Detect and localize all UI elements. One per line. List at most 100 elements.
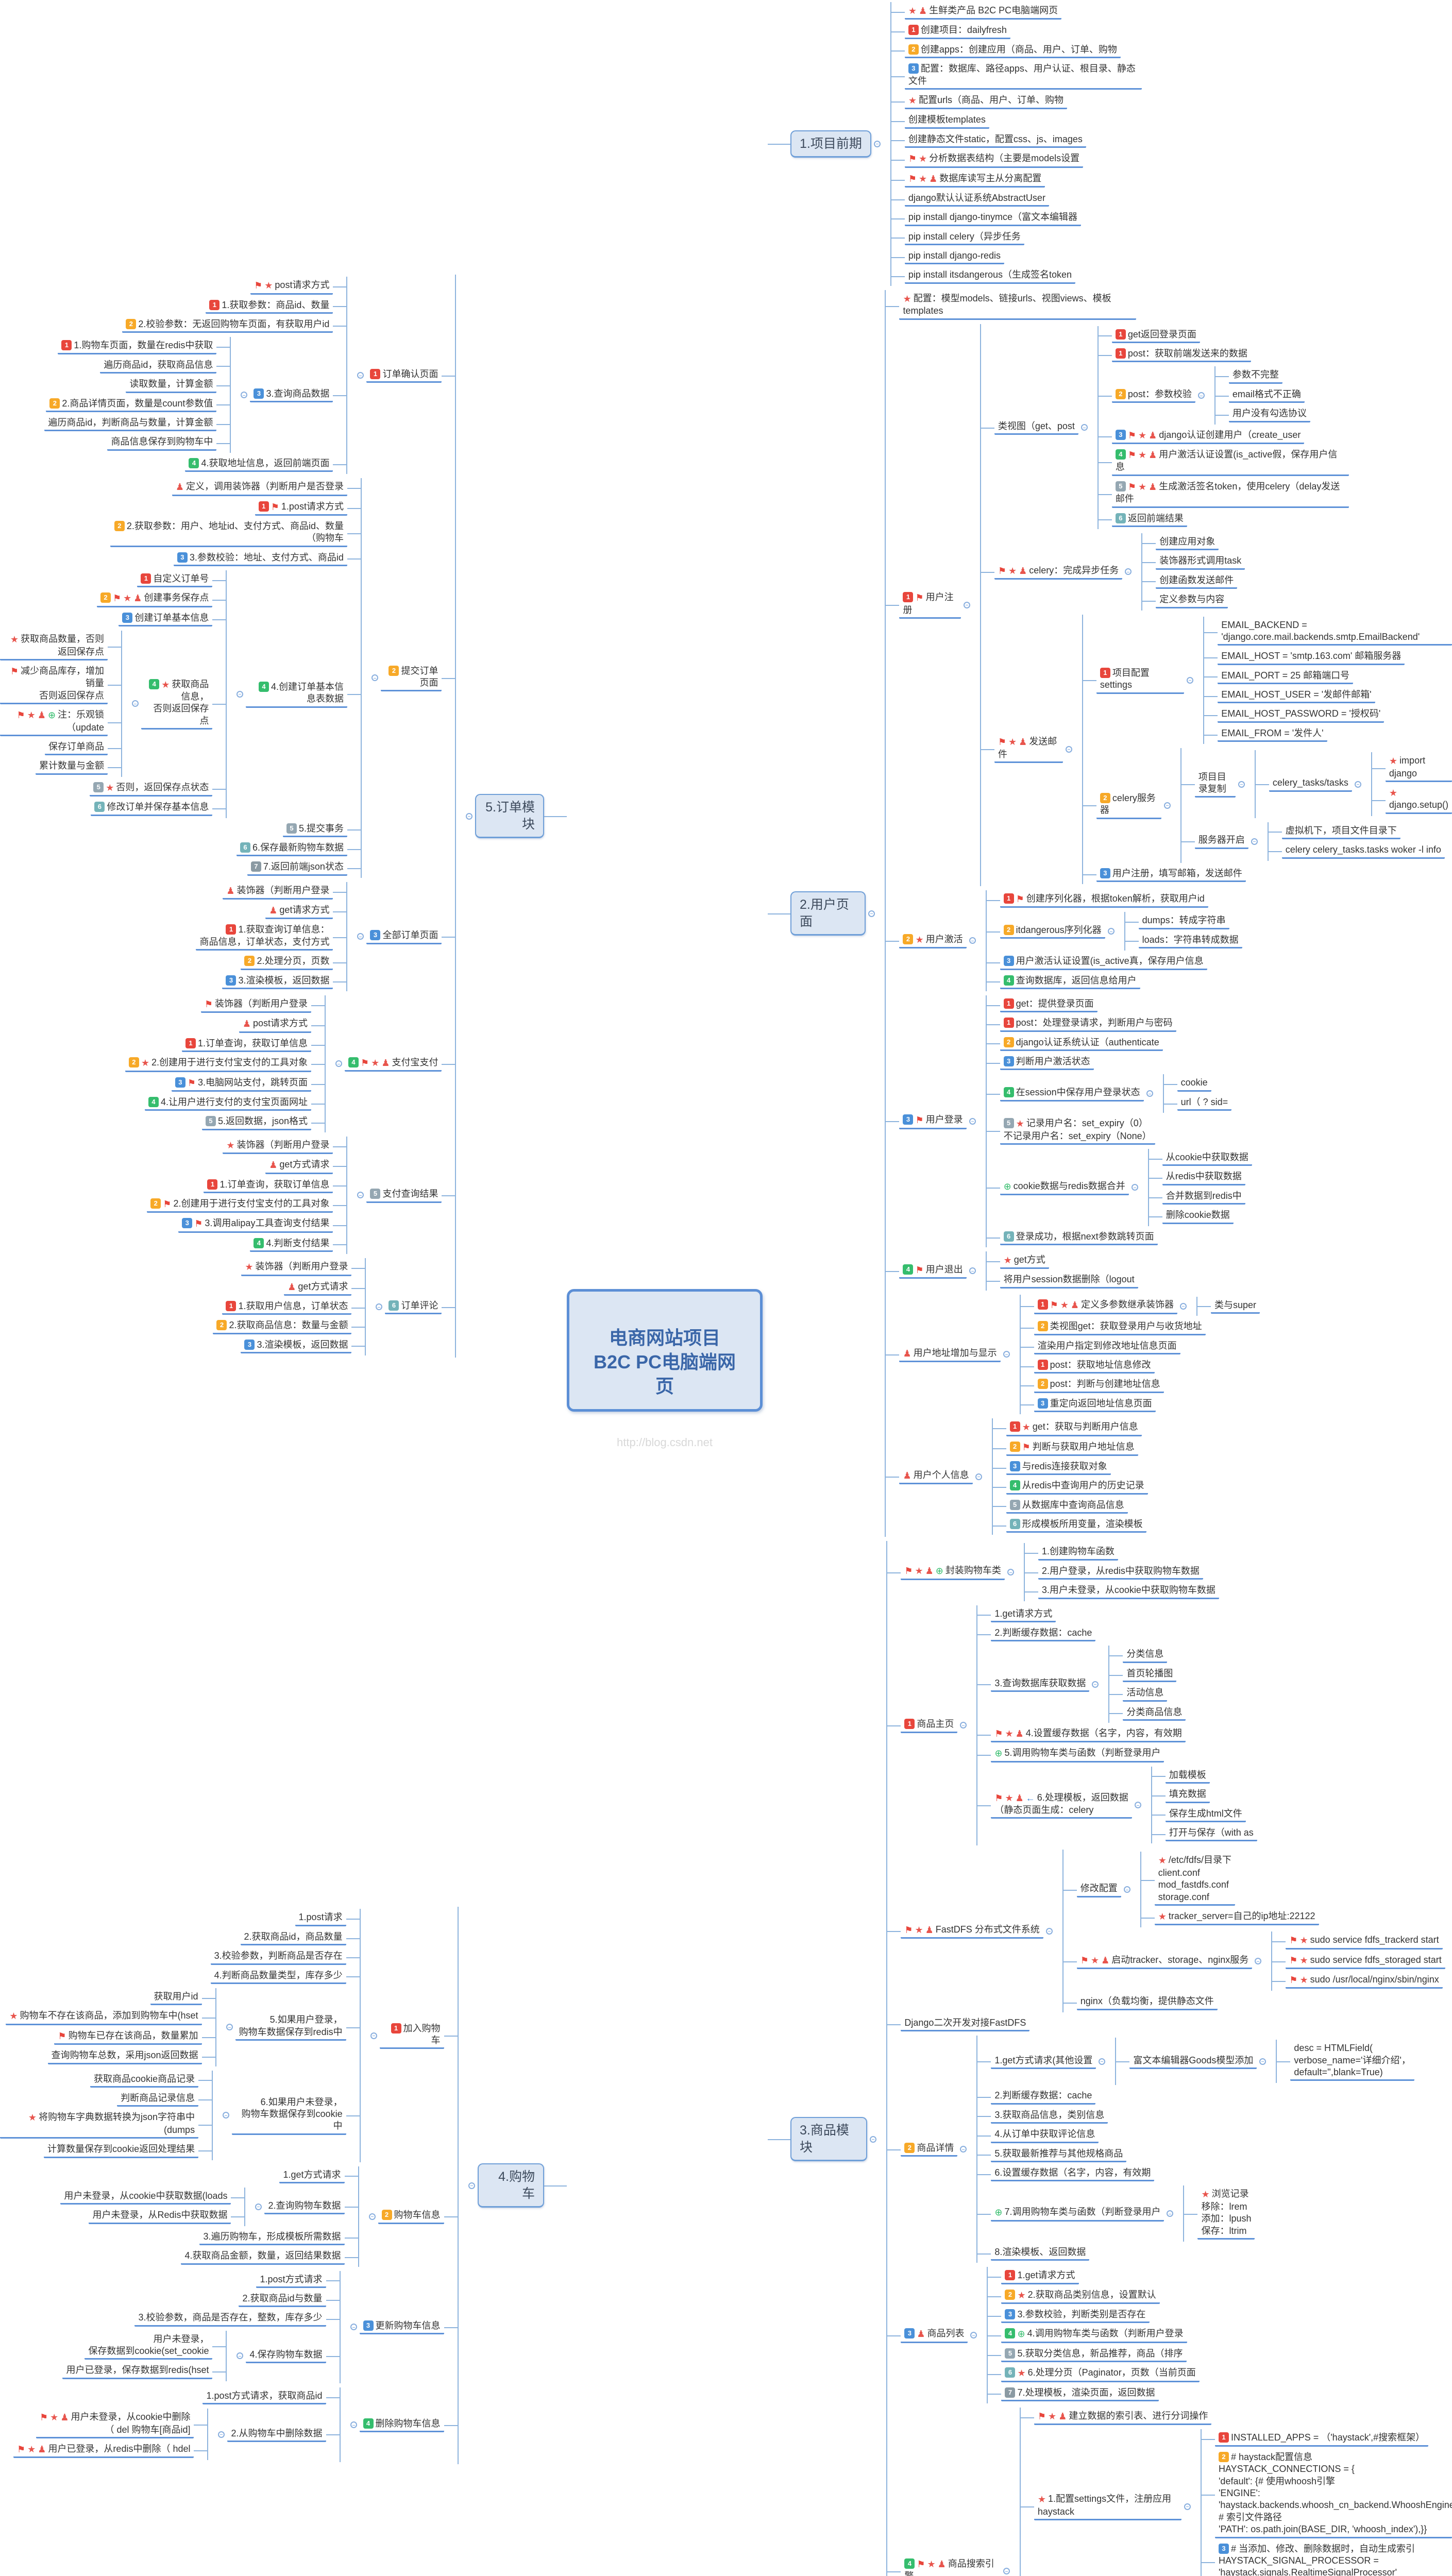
mindmap-node[interactable]: 修改配置 bbox=[1076, 1882, 1121, 1897]
mindmap-node[interactable]: cookie bbox=[1177, 1076, 1211, 1092]
mindmap-node[interactable]: 2 ⚑ 判断与获取用户地址信息 bbox=[1006, 1440, 1138, 1456]
collapse-icon[interactable] bbox=[1131, 1184, 1138, 1191]
mindmap-node[interactable]: 5 5.提交事务 bbox=[282, 822, 347, 837]
mindmap-node[interactable]: ⚑ ★ ♟ 用户已登录，从redis中删除（ hdel bbox=[13, 2443, 194, 2459]
mindmap-node[interactable]: 2.判断缓存数据：cache bbox=[991, 1626, 1096, 1642]
mindmap-node[interactable]: 2.判断缓存数据：cache bbox=[991, 2089, 1096, 2105]
mindmap-node[interactable]: ♟ 用户地址增加与显示 bbox=[899, 1347, 1001, 1363]
mindmap-node[interactable]: 5 支付查询结果 bbox=[366, 1188, 442, 1203]
mindmap-node[interactable]: 参数不完整 bbox=[1228, 368, 1282, 384]
mindmap-node[interactable]: 项目目录复制 bbox=[1194, 771, 1236, 798]
mindmap-node[interactable]: 创建函数发送邮件 bbox=[1156, 574, 1238, 589]
collapse-icon[interactable] bbox=[1007, 1569, 1014, 1576]
mindmap-node[interactable]: 3 配置：数据库、路径apps、用户认证、根目录、静态文件 bbox=[904, 62, 1142, 90]
mindmap-node[interactable]: celery_tasks/tasks bbox=[1269, 776, 1352, 792]
mindmap-node[interactable]: 1 项目配置settings bbox=[1096, 667, 1185, 694]
mindmap-node[interactable]: EMAIL_BACKEND = 'django.core.mail.backen… bbox=[1218, 619, 1452, 646]
collapse-icon[interactable] bbox=[1238, 781, 1245, 788]
mindmap-node[interactable]: 2 post：参数校验 bbox=[1111, 388, 1195, 403]
mindmap-node[interactable]: 分类商品信息 bbox=[1123, 1706, 1186, 1721]
mindmap-node[interactable]: 2 类视图get：获取登录用户与收货地址 bbox=[1034, 1320, 1206, 1335]
mindmap-node[interactable]: 合并数据到redis中 bbox=[1162, 1190, 1245, 1205]
mindmap-node[interactable]: ★ ♟ 生鲜类产品 B2C PC电脑端网页 bbox=[904, 4, 1062, 20]
mindmap-node[interactable]: 1 ⚑ 用户注册 bbox=[899, 591, 961, 619]
mindmap-node[interactable]: 5 5.返回数据，json格式 bbox=[201, 1115, 312, 1130]
mindmap-node[interactable]: ⚑ 减少商品库存，增加销量 否则返回保存点 bbox=[0, 665, 108, 705]
mindmap-node[interactable]: 2.查询购物车数据 bbox=[264, 2199, 345, 2215]
mindmap-node[interactable]: 3.获取商品信息，类别信息 bbox=[991, 2109, 1108, 2124]
mindmap-node[interactable]: 用户没有勾选协议 bbox=[1228, 407, 1310, 422]
mindmap-node[interactable]: 3 用户注册，填写邮箱，发送邮件 bbox=[1096, 867, 1246, 882]
mindmap-node[interactable]: ★ 配置：模型models、链接urls、视图views、模板templates bbox=[899, 292, 1137, 320]
collapse-icon[interactable] bbox=[1251, 838, 1258, 845]
mindmap-node[interactable]: 4 4.判断支付结果 bbox=[250, 1237, 333, 1252]
mindmap-node[interactable]: 1 ⚑ 创建序列化器，根据token解析，获取用户id bbox=[1000, 892, 1208, 908]
collapse-icon[interactable] bbox=[969, 1117, 976, 1125]
mindmap-node[interactable]: ⚑ ★ ♟ ⊕ 封装购物车类 bbox=[901, 1564, 1005, 1580]
mindmap-node[interactable]: 2.从购物车中删除数据 bbox=[227, 2427, 326, 2443]
mindmap-node[interactable]: 累计数量与金额 bbox=[36, 759, 108, 775]
mindmap-node[interactable]: 2.获取商品id与数量 bbox=[239, 2292, 326, 2308]
mindmap-node[interactable]: 用户未登录， 保存数据到cookie(set_cookie bbox=[85, 2333, 213, 2360]
mindmap-node[interactable]: 用户未登录，从cookie中获取数据(loads bbox=[60, 2190, 231, 2205]
mindmap-node[interactable]: 4 从redis中查询用户的历史记录 bbox=[1006, 1479, 1148, 1495]
collapse-icon[interactable] bbox=[870, 2136, 877, 2143]
collapse-icon[interactable] bbox=[1065, 745, 1072, 753]
mindmap-node[interactable]: 7 7.处理模板，渲染页面，返回数据 bbox=[1001, 2386, 1159, 2402]
collapse-icon[interactable] bbox=[237, 690, 244, 698]
mindmap-node[interactable]: 1 post：处理登录请求，判断用户与密码 bbox=[1000, 1016, 1176, 1032]
mindmap-node[interactable]: Django二次开发对接FastDFS bbox=[901, 2016, 1030, 2032]
collapse-icon[interactable] bbox=[975, 1473, 982, 1480]
mindmap-node[interactable]: 4.获取商品金额，数量，返回结果数据 bbox=[181, 2249, 345, 2265]
mindmap-node[interactable]: 3 ⚑ 用户登录 bbox=[899, 1113, 967, 1129]
mindmap-node[interactable]: 获取商品cookie商品记录 bbox=[90, 2073, 199, 2088]
mindmap-node[interactable]: 2 商品详情 bbox=[901, 2142, 958, 2157]
mindmap-node[interactable]: pip install django-redis bbox=[904, 249, 1004, 265]
mindmap-node[interactable]: 1.创建购物车函数 bbox=[1038, 1545, 1118, 1561]
mindmap-node[interactable]: 创建模板templates bbox=[904, 113, 989, 129]
mindmap-node[interactable]: email格式不正确 bbox=[1228, 388, 1305, 403]
mindmap-node[interactable]: ⊕ 7.调用购物车类与函数（判断登录用户 bbox=[991, 2206, 1164, 2222]
collapse-icon[interactable] bbox=[357, 372, 364, 379]
mindmap-node[interactable]: ★ 装饰器（判断用户登录 bbox=[241, 1260, 352, 1276]
collapse-icon[interactable] bbox=[468, 2182, 475, 2189]
mindmap-node[interactable]: ⚑ ★ sudo /usr/local/nginx/sbin/nginx bbox=[1286, 1973, 1443, 1989]
mindmap-node[interactable]: 6 ★ 6.处理分页（Paginator，页数（当前页面 bbox=[1001, 2366, 1200, 2382]
mindmap-node[interactable]: 判断商品记录信息 bbox=[117, 2092, 199, 2107]
mindmap-node[interactable]: ★ 配置urls（商品、用户、订单、购物 bbox=[904, 94, 1068, 110]
mindmap-node[interactable]: ⊕ 5.调用购物车类与函数（判断登录用户 bbox=[991, 1747, 1164, 1762]
mindmap-node[interactable]: 4.保存购物车数据 bbox=[246, 2348, 326, 2364]
collapse-icon[interactable] bbox=[1354, 781, 1361, 788]
collapse-icon[interactable] bbox=[226, 2024, 233, 2031]
mindmap-node[interactable]: 1 1.获取用户信息，订单状态 bbox=[222, 1300, 352, 1315]
collapse-icon[interactable] bbox=[376, 1303, 383, 1311]
mindmap-node[interactable]: 4 ⚑ 用户退出 bbox=[899, 1263, 967, 1279]
mindmap-node[interactable]: EMAIL_HOST = 'smtp.163.com' 邮箱服务器 bbox=[1218, 650, 1405, 665]
mindmap-node[interactable]: ★/etc/fdfs/目录下 client.conf mod_fastdfs.c… bbox=[1154, 1854, 1235, 1906]
collapse-icon[interactable] bbox=[963, 601, 970, 608]
mindmap-node[interactable]: 遍历商品id，获取商品信息 bbox=[100, 359, 217, 374]
mindmap-node[interactable]: 3 3.参数校验，判断类别是否存在 bbox=[1001, 2308, 1150, 2324]
mindmap-node[interactable]: ⚑ ★ post请求方式 bbox=[250, 279, 333, 295]
mindmap-node[interactable]: 2 ★ 2.创建用于进行支付宝支付的工具对象 bbox=[125, 1056, 312, 1072]
mindmap-node[interactable]: 3 更新购物车信息 bbox=[359, 2319, 444, 2335]
mindmap-node[interactable]: 6 返回前端结果 bbox=[1111, 512, 1187, 527]
mindmap-node[interactable]: 1 1.订单查询，获取订单信息 bbox=[182, 1037, 312, 1053]
collapse-icon[interactable] bbox=[1107, 928, 1115, 935]
mindmap-node[interactable]: 5 ⚑ ★ ♟ 生成激活签名token，使用celery（delay发送邮件 bbox=[1111, 480, 1349, 508]
mindmap-node[interactable]: url（ ? sid= bbox=[1177, 1096, 1232, 1111]
mindmap-node[interactable]: ♟ get请求方式 bbox=[265, 904, 333, 920]
mindmap-node[interactable]: ♟ 定义，调用装饰器（判断用户是否登录 bbox=[172, 480, 347, 496]
collapse-icon[interactable] bbox=[1163, 802, 1171, 809]
branch-node[interactable]: 3.商品模块 bbox=[790, 2117, 868, 2162]
mindmap-node[interactable]: 1 创建项目：dailyfresh bbox=[904, 24, 1010, 39]
mindmap-node[interactable]: ★ 1.配置settings文件，注册应用haystack bbox=[1034, 2493, 1181, 2520]
mindmap-node[interactable]: 1.post方式请求，获取商品id bbox=[202, 2389, 326, 2405]
mindmap-node[interactable]: 1.get请求方式 bbox=[991, 1607, 1056, 1623]
mindmap-node[interactable]: django默认认证系统AbstractUser bbox=[904, 192, 1049, 207]
mindmap-node[interactable]: 3 与redis连接获取对象 bbox=[1006, 1460, 1111, 1476]
mindmap-node[interactable]: 保存生成html文件 bbox=[1165, 1807, 1246, 1822]
collapse-icon[interactable] bbox=[241, 392, 248, 399]
mindmap-node[interactable]: 3.校验参数，判断商品是否存在 bbox=[210, 1950, 346, 1965]
mindmap-node[interactable]: 5 从数据库中查询商品信息 bbox=[1006, 1499, 1128, 1514]
